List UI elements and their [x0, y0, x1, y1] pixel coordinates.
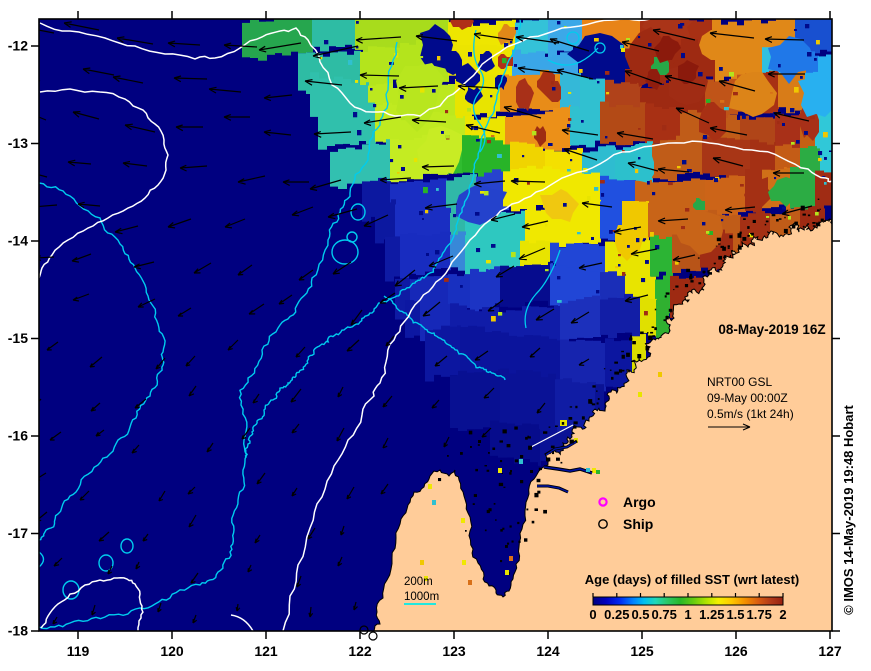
- svg-text:Ship: Ship: [623, 516, 653, 532]
- svg-text:0.5m/s (1kt 24h): 0.5m/s (1kt 24h): [707, 407, 794, 421]
- svg-text:0.25: 0.25: [604, 607, 629, 622]
- svg-text:122: 122: [348, 643, 372, 659]
- svg-text:1.5: 1.5: [726, 607, 744, 622]
- svg-text:08-May-2019 16Z: 08-May-2019 16Z: [718, 322, 825, 337]
- svg-text:-17: -17: [8, 525, 28, 541]
- svg-text:119: 119: [67, 643, 90, 659]
- svg-text:1.75: 1.75: [747, 607, 772, 622]
- svg-text:126: 126: [724, 643, 748, 659]
- svg-text:NRT00 GSL: NRT00 GSL: [707, 375, 772, 389]
- svg-text:Argo: Argo: [623, 494, 656, 510]
- svg-text:1: 1: [684, 607, 691, 622]
- svg-text:-18: -18: [8, 623, 28, 639]
- svg-text:2: 2: [779, 607, 786, 622]
- svg-text:120: 120: [160, 643, 184, 659]
- svg-text:1.25: 1.25: [699, 607, 724, 622]
- svg-text:Age (days) of filled SST (wrt: Age (days) of filled SST (wrt latest): [585, 572, 800, 587]
- svg-text:-14: -14: [8, 233, 28, 249]
- svg-text:-16: -16: [8, 428, 28, 444]
- svg-text:123: 123: [442, 643, 466, 659]
- svg-text:0.5: 0.5: [631, 607, 649, 622]
- svg-text:124: 124: [536, 643, 560, 659]
- svg-text:0.75: 0.75: [652, 607, 677, 622]
- svg-text:-12: -12: [8, 38, 28, 54]
- svg-text:200m: 200m: [404, 576, 433, 588]
- svg-text:1000m: 1000m: [404, 591, 439, 603]
- svg-text:127: 127: [818, 643, 842, 659]
- svg-text:09-May 00:00Z: 09-May 00:00Z: [707, 391, 788, 405]
- svg-text:© IMOS 14-May-2019 19:48 Hobar: © IMOS 14-May-2019 19:48 Hobart: [841, 404, 856, 614]
- svg-text:-15: -15: [8, 330, 28, 346]
- svg-text:0: 0: [589, 607, 596, 622]
- svg-text:125: 125: [630, 643, 654, 659]
- svg-text:-13: -13: [8, 135, 28, 151]
- svg-text:121: 121: [254, 643, 278, 659]
